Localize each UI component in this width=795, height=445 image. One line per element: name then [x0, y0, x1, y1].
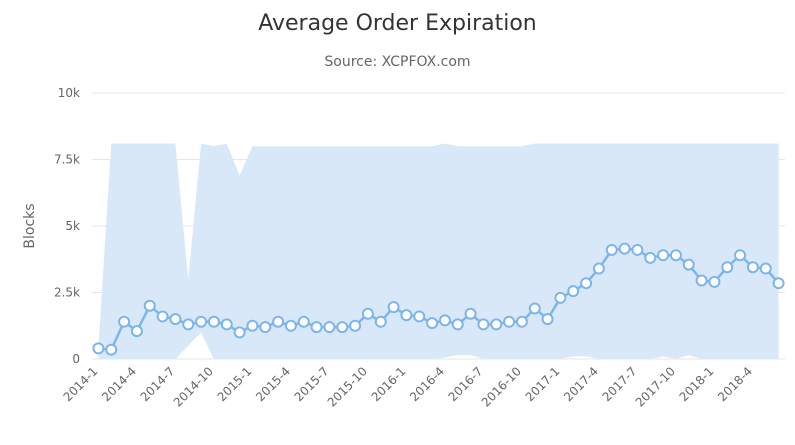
data-point-2015-4[interactable] [284, 319, 297, 332]
x-tick-label: 2017-10 [633, 364, 678, 409]
y-axis-ticks: 0 2.5k 5k 7.5k 10k [54, 86, 80, 366]
data-point-2014-1[interactable] [92, 342, 105, 355]
data-point-2015-11[interactable] [374, 315, 387, 328]
data-point-2017-8[interactable] [644, 251, 657, 264]
data-point-2016-8[interactable] [490, 318, 503, 331]
data-point-2014-5[interactable] [143, 299, 156, 312]
data-point-2018-5[interactable] [759, 262, 772, 275]
x-tick-label: 2018-1 [677, 364, 717, 404]
data-point-2016-6[interactable] [464, 307, 477, 320]
data-point-2014-10[interactable] [207, 315, 220, 328]
data-point-2015-12[interactable] [387, 301, 400, 314]
data-point-2018-3[interactable] [734, 249, 747, 262]
data-point-2018-2[interactable] [721, 261, 734, 274]
x-tick-label: 2014-1 [61, 364, 101, 404]
chart-subtitle: Source: XCPFOX.com [324, 54, 470, 70]
y-tick-label: 7.5k [54, 153, 80, 167]
data-point-2016-11[interactable] [528, 302, 541, 315]
data-point-2017-10[interactable] [669, 249, 682, 262]
data-point-2016-1[interactable] [400, 309, 413, 322]
y-tick-label: 2.5k [54, 286, 80, 300]
data-point-2014-12[interactable] [233, 326, 246, 339]
x-tick-label: 2017-4 [561, 364, 601, 404]
data-point-2014-3[interactable] [118, 315, 131, 328]
data-point-2015-7[interactable] [323, 321, 336, 334]
data-point-2014-4[interactable] [130, 325, 143, 338]
data-point-2014-2[interactable] [105, 343, 118, 356]
data-point-2014-11[interactable] [220, 318, 233, 331]
x-tick-label: 2016-4 [407, 364, 447, 404]
data-point-2018-1[interactable] [708, 275, 721, 288]
x-axis-ticks: 2014-12014-42014-72014-102015-12015-4201… [61, 364, 755, 409]
data-point-2017-6[interactable] [618, 242, 631, 255]
data-point-2014-9[interactable] [195, 315, 208, 328]
x-tick-label: 2015-4 [253, 364, 293, 404]
data-markers [92, 242, 785, 356]
data-point-2014-6[interactable] [156, 310, 169, 323]
data-point-2017-4[interactable] [592, 262, 605, 275]
x-tick-label: 2016-1 [369, 364, 409, 404]
range-area-shape [98, 143, 779, 359]
data-point-2015-2[interactable] [259, 321, 272, 334]
data-point-2015-8[interactable] [336, 321, 349, 334]
x-tick-label: 2015-10 [325, 364, 370, 409]
chart-title: Average Order Expiration [258, 11, 537, 36]
data-point-2017-3[interactable] [580, 277, 593, 290]
range-area [98, 143, 779, 359]
x-tick-label: 2014-10 [171, 364, 216, 409]
data-point-2016-5[interactable] [451, 318, 464, 331]
data-point-2016-2[interactable] [413, 310, 426, 323]
data-point-2017-1[interactable] [554, 291, 567, 304]
data-point-2015-3[interactable] [272, 315, 285, 328]
data-point-2015-1[interactable] [246, 319, 259, 332]
data-point-2017-5[interactable] [605, 243, 618, 256]
x-tick-label: 2017-1 [523, 364, 563, 404]
y-tick-label: 5k [65, 219, 80, 233]
data-point-2016-3[interactable] [426, 317, 439, 330]
data-point-2017-11[interactable] [682, 258, 695, 271]
data-point-2014-7[interactable] [169, 313, 182, 326]
data-point-2016-12[interactable] [541, 313, 554, 326]
data-point-2018-6[interactable] [772, 277, 785, 290]
data-point-2015-5[interactable] [297, 315, 310, 328]
data-point-2015-9[interactable] [349, 319, 362, 332]
y-tick-label: 0 [72, 352, 80, 366]
data-point-2015-6[interactable] [310, 321, 323, 334]
data-point-2015-10[interactable] [361, 307, 374, 320]
data-point-2016-7[interactable] [477, 318, 490, 331]
y-tick-label: 10k [58, 86, 80, 100]
data-point-2014-8[interactable] [182, 318, 195, 331]
x-tick-label: 2018-4 [715, 364, 755, 404]
data-point-2016-9[interactable] [503, 315, 516, 328]
x-tick-label: 2014-4 [99, 364, 139, 404]
data-point-2017-12[interactable] [695, 274, 708, 287]
data-point-2017-2[interactable] [567, 285, 580, 298]
x-tick-label: 2016-10 [479, 364, 524, 409]
x-tick-label: 2015-1 [215, 364, 255, 404]
data-point-2017-7[interactable] [631, 243, 644, 256]
data-point-2016-10[interactable] [515, 315, 528, 328]
y-axis-label: Blocks [22, 203, 38, 248]
data-point-2018-4[interactable] [746, 261, 759, 274]
data-point-2016-4[interactable] [438, 314, 451, 327]
data-point-2017-9[interactable] [657, 249, 670, 262]
